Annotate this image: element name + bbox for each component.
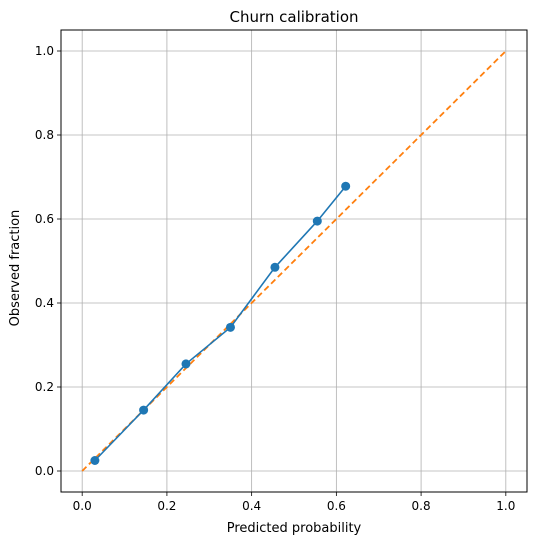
calibration-point (225, 322, 235, 332)
tick-layer: 0.0 0.2 0.4 0.6 0.8 1.0 0.0 0.2 0.4 0.6 0.8 1.0 (35, 44, 515, 513)
y-tick-label: 0.8 (35, 128, 54, 142)
x-axis-label: Predicted probability (227, 521, 362, 536)
y-tick-label: 0.6 (35, 212, 54, 226)
calibration-point (90, 456, 100, 465)
y-tick-label: 0.4 (35, 296, 54, 310)
y-tick-label: 0.0 (35, 464, 54, 478)
plot-frame (60, 29, 528, 493)
x-tick-label: 1.0 (496, 499, 515, 513)
calibration-point (270, 262, 280, 272)
x-tick-label: 0.6 (327, 499, 346, 513)
grid-lines (61, 30, 527, 492)
x-tick-label: 0.0 (73, 499, 92, 513)
x-tick-label: 0.8 (412, 499, 431, 513)
y-tick-label: 1.0 (35, 44, 54, 58)
calibration-point (312, 216, 322, 226)
calibration-point (341, 181, 351, 191)
calibration-point (181, 359, 191, 369)
series-layer (81, 50, 507, 472)
chart-title: Churn calibration (229, 8, 358, 26)
x-tick-label: 0.4 (242, 499, 261, 513)
x-tick-label: 0.2 (157, 499, 176, 513)
y-axis-label: Observed fraction (8, 210, 23, 327)
calibration-point (139, 405, 149, 415)
y-tick-label: 0.2 (35, 380, 54, 394)
